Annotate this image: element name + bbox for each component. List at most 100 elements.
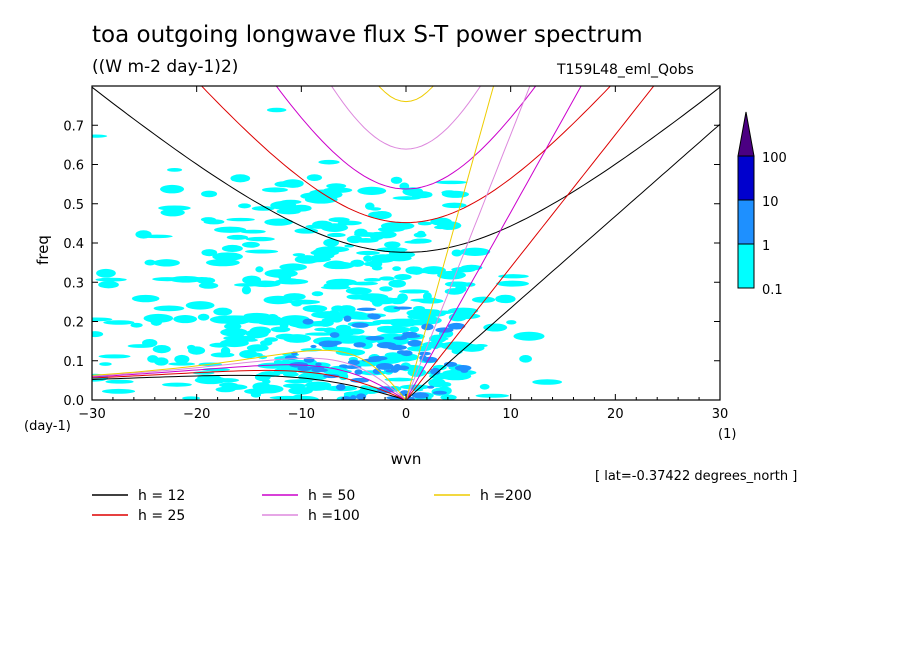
power-cell-0_1 <box>422 292 432 302</box>
power-cell-1 <box>347 359 360 366</box>
power-cell-1 <box>318 340 339 348</box>
power-cell-0_1 <box>224 323 242 330</box>
power-cell-0_1 <box>302 304 328 313</box>
chart-subtitle: ((W m-2 day-1)2) <box>92 57 239 77</box>
power-cell-1 <box>377 386 395 394</box>
power-cell-0_1 <box>369 231 385 241</box>
power-cell-0_1 <box>245 236 275 242</box>
experiment-label: T159L48_eml_Qobs <box>557 62 694 78</box>
power-cell-0_1 <box>328 217 350 223</box>
power-cell-0_1 <box>153 305 185 312</box>
power-cell-0_1 <box>201 190 218 198</box>
power-cell-1 <box>427 385 435 389</box>
power-cell-0_1 <box>101 388 136 394</box>
power-cell-0_1 <box>238 203 251 209</box>
power-cell-1 <box>375 362 394 370</box>
power-cell-0_1 <box>409 266 424 275</box>
power-cell-0_1 <box>471 296 496 303</box>
kelvin-curve-12 <box>405 123 720 400</box>
power-cell-1 <box>302 318 314 325</box>
power-cell-0_1 <box>205 259 240 267</box>
x-tick-label: 0 <box>402 407 410 422</box>
x-tick-label: −20 <box>183 407 210 422</box>
power-cell-0_1 <box>314 327 330 332</box>
power-cell-0_1 <box>182 396 201 400</box>
power-cell-0_1 <box>275 333 297 340</box>
power-cell-0_1 <box>506 320 517 325</box>
x-axis-label: wvn <box>391 450 422 468</box>
power-cell-0_1 <box>135 230 152 239</box>
power-cell-1 <box>311 368 328 373</box>
power-cell-0_1 <box>388 279 406 288</box>
power-cell-0_1 <box>513 331 545 341</box>
power-cell-0_1 <box>498 274 529 279</box>
power-cell-0_1 <box>435 180 468 185</box>
power-cell-1 <box>460 369 469 373</box>
power-cell-0_1 <box>421 266 446 275</box>
power-cell-0_1 <box>459 247 491 256</box>
colorbar-label: 10 <box>762 195 779 210</box>
power-cell-0_1 <box>105 379 134 384</box>
kelvin-curve-100 <box>405 86 531 400</box>
power-cell-0_1 <box>198 282 219 289</box>
power-cell-0_1 <box>417 221 432 226</box>
y-tick-label: 0.4 <box>63 237 84 252</box>
power-cell-0_1 <box>326 183 347 189</box>
power-cell-0_1 <box>356 250 380 256</box>
power-cell-1 <box>315 362 322 367</box>
x-tick-label: 30 <box>712 407 729 422</box>
power-cell-0_1 <box>143 313 174 323</box>
power-cell-0_1 <box>160 208 185 217</box>
power-cell-0_1 <box>357 186 387 195</box>
rossby-curve-200 <box>92 349 407 400</box>
x-tick-label: −10 <box>288 407 315 422</box>
power-cell-0_1 <box>294 228 319 234</box>
power-cell-1 <box>422 356 438 363</box>
power-cell-0_1 <box>273 359 283 364</box>
power-cell-0_1 <box>246 344 269 352</box>
power-cell-0_1 <box>532 379 563 385</box>
kelvin-curve-25 <box>405 86 655 400</box>
colorbar-label: 1 <box>762 239 770 254</box>
power-cell-1 <box>401 334 421 339</box>
power-cell-0_1 <box>288 299 321 305</box>
power-cell-0_1 <box>260 340 273 346</box>
power-cell-1 <box>356 307 377 311</box>
power-cell-0_1 <box>369 254 396 263</box>
power-cell-0_1 <box>363 277 382 282</box>
power-cell-0_1 <box>230 174 251 183</box>
colorbar-label: 0.1 <box>762 283 783 298</box>
power-cell-0_1 <box>264 218 294 226</box>
y-unit-label: (day-1) <box>24 419 71 434</box>
x-unit-label: (1) <box>718 427 736 442</box>
gravity-curve-25 <box>200 86 612 224</box>
power-cell-0_1 <box>363 255 373 262</box>
power-cell-0_1 <box>519 355 532 363</box>
gravity-curve-50 <box>275 86 537 190</box>
power-cell-0_1 <box>459 344 485 352</box>
power-cell-0_1 <box>398 289 429 294</box>
power-cell-0_1 <box>201 249 218 257</box>
power-cell-0_1 <box>241 285 252 295</box>
power-cell-0_1 <box>306 174 323 182</box>
power-cell-0_1 <box>380 221 415 231</box>
power-cell-1 <box>432 390 447 395</box>
power-cell-0_1 <box>282 383 307 389</box>
power-cell-0_1 <box>394 273 412 281</box>
power-cell-0_1 <box>152 345 171 354</box>
power-cell-0_1 <box>144 259 156 266</box>
kelvin-curve-200 <box>405 86 495 400</box>
power-cell-0_1 <box>337 305 356 314</box>
power-cell-0_1 <box>215 378 240 383</box>
rossby-curve-12 <box>92 374 407 400</box>
power-cell-0_1 <box>92 331 104 338</box>
power-cell-0_1 <box>479 383 490 390</box>
power-cell-0_1 <box>323 282 340 290</box>
power-cell-1 <box>351 322 369 328</box>
power-cell-0_1 <box>305 224 332 229</box>
power-cell-1 <box>310 344 317 349</box>
power-cell-1 <box>350 395 357 400</box>
power-cell-0_1 <box>92 134 108 138</box>
power-cell-0_1 <box>249 326 272 336</box>
